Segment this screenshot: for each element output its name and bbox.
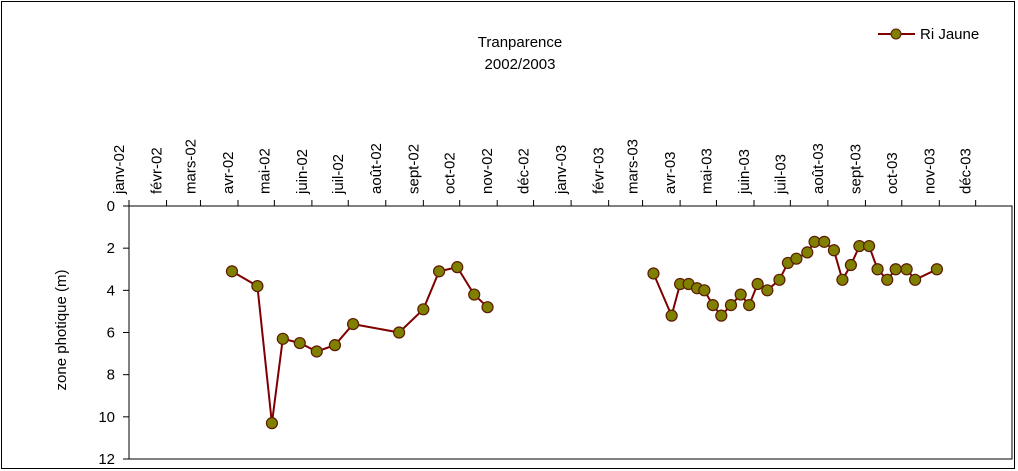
data-point xyxy=(724,298,738,312)
x-tick-label: avr-03 xyxy=(662,151,679,194)
x-tick-label: mai-03 xyxy=(698,148,715,194)
x-tick-label: mai-02 xyxy=(256,148,273,194)
y-tick-label: 0 xyxy=(107,198,115,215)
y-tick-label: 8 xyxy=(107,367,115,384)
data-point xyxy=(773,273,786,286)
series-markers xyxy=(225,235,944,430)
x-tick-label: mars-03 xyxy=(625,139,642,194)
data-point xyxy=(715,309,728,322)
data-point xyxy=(481,301,494,314)
x-tick-label: avr-02 xyxy=(220,151,237,194)
data-point xyxy=(900,263,913,276)
x-tick-label: janv-03 xyxy=(553,145,570,195)
legend-label-ri-jaune: Ri Jaune xyxy=(920,26,979,43)
data-point xyxy=(451,261,464,274)
x-tick-label: juil-03 xyxy=(772,154,789,195)
data-point xyxy=(827,244,841,257)
x-tick-label: nov-02 xyxy=(479,148,496,194)
data-point xyxy=(328,339,342,352)
data-point xyxy=(881,273,894,286)
x-tick-label: nov-03 xyxy=(921,148,938,194)
y-axis-label: zone photique (m) xyxy=(53,270,70,391)
data-point xyxy=(871,263,884,276)
x-tick-label: févr-03 xyxy=(591,147,608,194)
y-tick-label: 12 xyxy=(98,451,115,468)
x-tick-label: oct-03 xyxy=(884,152,901,194)
data-point xyxy=(862,239,876,253)
legend-marker xyxy=(890,28,902,40)
data-point xyxy=(734,288,747,301)
x-tick-label: mars-02 xyxy=(182,139,199,194)
data-point xyxy=(889,263,902,276)
x-tick-label: août-03 xyxy=(810,143,827,194)
x-tick-label: janv-02 xyxy=(111,145,128,195)
data-point xyxy=(698,284,711,297)
x-tick-label: sept-03 xyxy=(847,144,864,194)
x-tick-label: févr-02 xyxy=(149,147,166,194)
data-point xyxy=(761,284,774,297)
x-tick-label: juil-02 xyxy=(330,154,347,195)
data-point xyxy=(836,273,849,286)
data-point xyxy=(276,332,289,345)
data-point xyxy=(909,273,922,286)
y-tick-label: 4 xyxy=(107,282,115,299)
data-point xyxy=(346,317,360,331)
x-tick-label: déc-03 xyxy=(958,148,975,194)
data-point xyxy=(393,326,406,339)
x-tick-label: sept-02 xyxy=(405,144,422,194)
data-point xyxy=(468,288,481,301)
x-tick-label: juin-03 xyxy=(736,149,753,195)
x-tick-label: oct-02 xyxy=(442,152,459,194)
data-point xyxy=(818,235,831,248)
x-tick-label: juin-02 xyxy=(294,149,311,195)
data-point xyxy=(251,280,264,293)
y-tick-label: 6 xyxy=(107,325,115,342)
data-point xyxy=(225,265,239,278)
x-axis: janv-02 févr-02 mars-02 avr-02 mai-02 juin-02… xyxy=(111,139,977,206)
y-tick-label: 10 xyxy=(98,409,115,426)
data-point xyxy=(265,417,279,430)
data-point xyxy=(790,252,803,265)
y-axis: 0 2 4 6 8 10 12 xyxy=(98,198,129,468)
data-point xyxy=(432,265,446,278)
data-point xyxy=(801,246,814,259)
data-point xyxy=(665,309,678,322)
y-tick-label: 2 xyxy=(107,240,115,257)
chart-subtitle: 2002/2003 xyxy=(485,56,556,73)
data-point xyxy=(417,303,430,316)
data-point xyxy=(751,277,764,291)
data-point xyxy=(743,298,756,312)
x-tick-label: déc-02 xyxy=(516,148,533,194)
data-point xyxy=(844,258,858,272)
data-point xyxy=(293,336,306,350)
data-point xyxy=(706,298,719,312)
data-point xyxy=(647,267,660,280)
data-point xyxy=(930,263,944,276)
chart-title: Tranparence xyxy=(478,34,563,51)
legend: Ri Jaune xyxy=(878,26,979,43)
x-tick-label: août-02 xyxy=(368,143,385,194)
data-point xyxy=(310,345,323,358)
